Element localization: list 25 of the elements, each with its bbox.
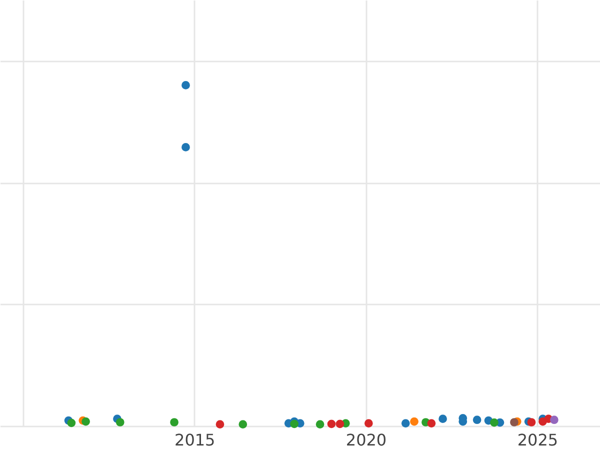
point [550,416,558,424]
point [116,418,124,426]
point [67,418,76,428]
point [510,418,518,426]
point [472,416,482,424]
point [216,420,224,428]
point [327,420,336,428]
x-tick-label: 2015 [174,430,216,450]
point [290,420,299,428]
point [182,143,190,152]
point [238,420,248,428]
point [316,420,324,428]
point [490,418,498,427]
point [336,420,344,428]
x-tick-label: 2020 [346,430,387,450]
point [170,418,178,426]
point [82,417,90,426]
point [527,418,536,426]
point [182,81,190,90]
point [438,414,447,424]
point [401,419,410,428]
point [410,417,418,426]
x-tick-label: 2025 [517,430,558,450]
point [427,419,436,428]
point [364,419,373,428]
